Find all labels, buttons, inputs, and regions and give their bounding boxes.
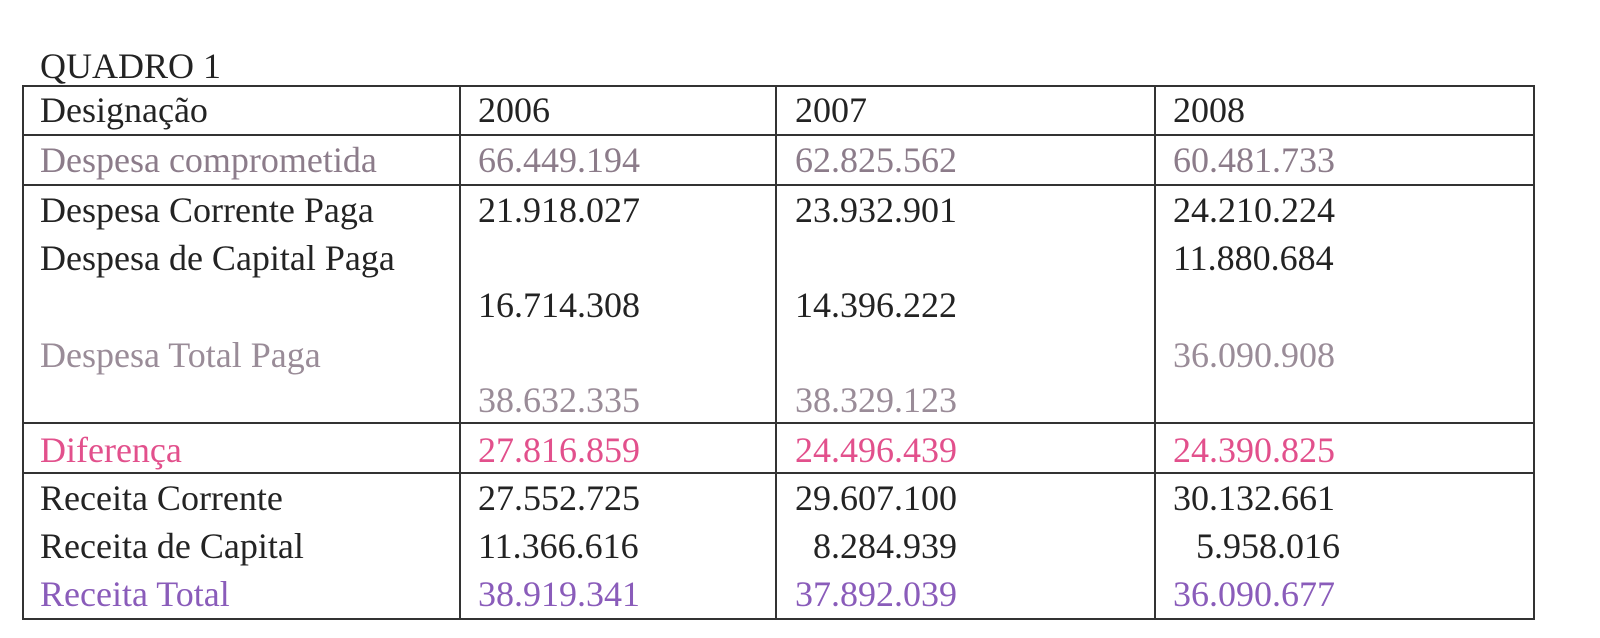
cell: 16.714.308 — [478, 285, 640, 325]
cell: 38.329.123 — [795, 380, 957, 420]
border — [22, 85, 1535, 87]
row-label: Receita de Capital — [40, 526, 304, 566]
row-label: Despesa comprometida — [40, 140, 377, 180]
border — [459, 85, 461, 620]
cell: 24.496.439 — [795, 430, 957, 470]
cell: 62.825.562 — [795, 140, 957, 180]
header-cell: 2007 — [795, 90, 867, 130]
cell: 30.132.661 — [1173, 478, 1335, 518]
cell: 27.552.725 — [478, 478, 640, 518]
cell: 24.390.825 — [1173, 430, 1335, 470]
border — [1154, 85, 1156, 620]
border — [22, 618, 1535, 620]
cell: 11.366.616 — [478, 526, 639, 566]
cell: 23.932.901 — [795, 190, 957, 230]
cell: 5.958.016 — [1196, 526, 1340, 566]
header-cell: Designação — [40, 90, 208, 130]
border — [775, 85, 777, 620]
cell: 27.816.859 — [478, 430, 640, 470]
cell: 29.607.100 — [795, 478, 957, 518]
header-cell: 2008 — [1173, 90, 1245, 130]
header-cell: 2006 — [478, 90, 550, 130]
cell: 37.892.039 — [795, 574, 957, 614]
row-label: Receita Corrente — [40, 478, 283, 518]
border — [22, 422, 1535, 424]
cell: 24.210.224 — [1173, 190, 1335, 230]
row-label: Despesa Total Paga — [40, 335, 321, 375]
row-label: Diferença — [40, 430, 182, 470]
row-label: Despesa de Capital Paga — [40, 238, 395, 278]
row-label: Receita Total — [40, 574, 230, 614]
border — [22, 85, 24, 620]
cell: 38.632.335 — [478, 380, 640, 420]
cell: 11.880.684 — [1173, 238, 1334, 278]
cell: 36.090.908 — [1173, 335, 1335, 375]
cell: 66.449.194 — [478, 140, 640, 180]
row-label: Despesa Corrente Paga — [40, 190, 374, 230]
cell: 36.090.677 — [1173, 574, 1335, 614]
border — [22, 184, 1535, 186]
cell: 60.481.733 — [1173, 140, 1335, 180]
cell: 21.918.027 — [478, 190, 640, 230]
cell: 38.919.341 — [478, 574, 640, 614]
title: QUADRO 1 — [40, 46, 222, 86]
border — [22, 134, 1535, 136]
border — [22, 472, 1535, 474]
cell: 8.284.939 — [813, 526, 957, 566]
cell: 14.396.222 — [795, 285, 957, 325]
border — [1533, 85, 1535, 620]
